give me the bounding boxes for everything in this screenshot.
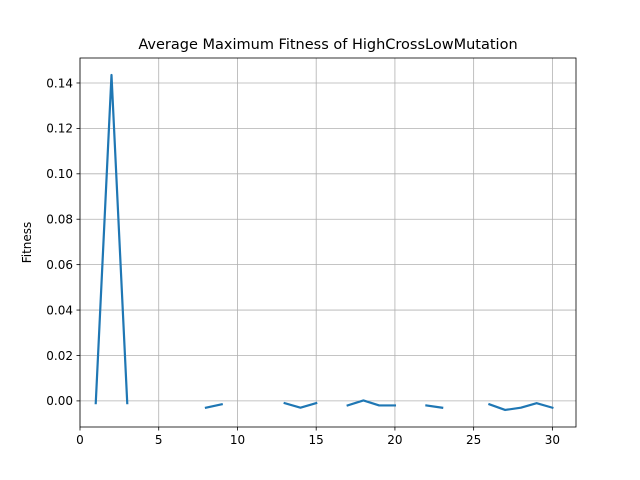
y-tick-label: 0.08 (46, 213, 73, 227)
x-tick-label: 5 (155, 433, 163, 447)
y-tick-label: 0.12 (46, 122, 73, 136)
x-tick-label: 0 (76, 433, 84, 447)
y-tick-label: 0.04 (46, 303, 73, 317)
y-tick-label: 0.02 (46, 349, 73, 363)
y-axis: 0.00 0.02 0.04 0.06 0.08 0.10 0.12 0.14 (46, 76, 80, 408)
series-line-segment (204, 402, 224, 410)
y-tick-label: 0.00 (46, 394, 73, 408)
series-line-segment (487, 402, 554, 412)
series-layer (94, 73, 554, 412)
x-tick-label: 15 (309, 433, 324, 447)
plot-frame (79, 57, 577, 428)
y-tick-label: 0.06 (46, 258, 73, 272)
series-line-segment (283, 401, 318, 409)
x-tick-label: 30 (545, 433, 560, 447)
series-line-segment (94, 73, 129, 405)
x-tick-label: 20 (387, 433, 402, 447)
chart-title: Average Maximum Fitness of HighCrossLowM… (138, 37, 517, 53)
x-tick-label: 10 (230, 433, 245, 447)
y-axis-label: Fitness (20, 222, 34, 264)
y-tick-label: 0.10 (46, 167, 73, 181)
x-axis: 0 5 10 15 20 25 30 (76, 427, 560, 447)
grid (79, 58, 576, 427)
x-tick-label: 25 (466, 433, 481, 447)
series-line-segment (346, 399, 397, 407)
series-line-segment (425, 404, 444, 409)
y-tick-label: 0.14 (46, 76, 73, 90)
